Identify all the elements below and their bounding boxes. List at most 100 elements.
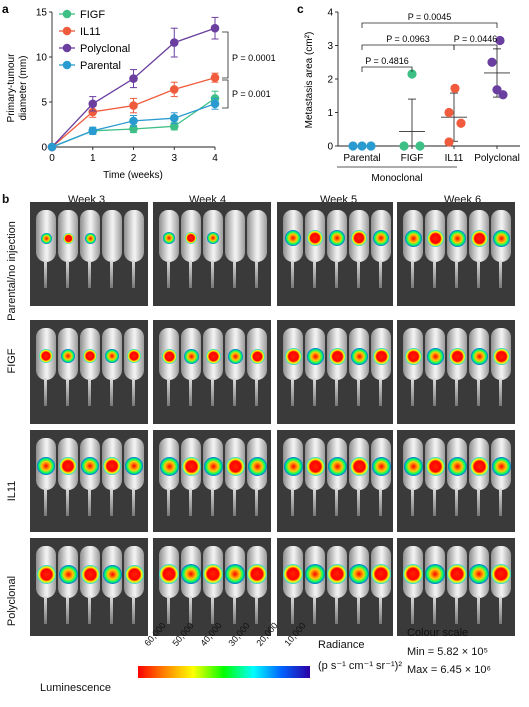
mouse-tail	[88, 488, 91, 516]
mouse-silhouette	[159, 438, 179, 516]
bracket-p-value: P = 0.0963	[386, 34, 430, 44]
luminescence-signal	[227, 348, 243, 364]
mouse-silhouette	[80, 438, 100, 516]
luminescence-signal	[247, 456, 267, 476]
mouse-tail	[433, 260, 436, 288]
colour-scale-max: Max = 6.45 × 10⁶	[407, 664, 492, 676]
mouse-tail	[233, 260, 236, 288]
mouse-silhouette	[349, 438, 369, 516]
mouse-silhouette	[403, 546, 423, 624]
mouse-silhouette	[305, 438, 325, 516]
luminescence-signal	[83, 349, 97, 363]
luminescence-signal	[284, 347, 302, 365]
mouse-tail	[477, 596, 480, 624]
luminescence-signal	[125, 457, 143, 475]
bioluminescence-image	[30, 202, 148, 306]
luminescence-signal	[469, 564, 489, 584]
mouse-tail	[411, 596, 414, 624]
mouse-tail	[477, 260, 480, 288]
bioluminescence-image	[30, 430, 148, 532]
mouse-tail	[455, 596, 458, 624]
mouse-tail	[110, 488, 113, 516]
bracket-p-value: P = 0.0045	[408, 12, 452, 22]
mouse-tail	[357, 596, 360, 624]
mouse-tail	[379, 260, 382, 288]
luminescence-signal	[447, 456, 467, 476]
row-label-polyclonal: Polyclonal	[6, 575, 18, 627]
luminescence-signal	[225, 564, 245, 584]
luminescence-signal	[492, 347, 510, 365]
bioluminescence-image	[153, 430, 271, 532]
mouse-silhouette	[403, 210, 423, 288]
mouse-tail	[66, 260, 69, 288]
luminescence-signal	[102, 564, 122, 584]
mouse-silhouette	[425, 210, 445, 288]
radiance-label: Radiance	[318, 639, 365, 651]
mouse-silhouette	[58, 210, 78, 288]
mouse-tail	[291, 488, 294, 516]
mouse-silhouette	[371, 438, 391, 516]
mouse-silhouette	[247, 328, 267, 406]
mouse-silhouette	[181, 210, 201, 288]
mouse-tail	[44, 596, 47, 624]
mouse-tail	[110, 260, 113, 288]
mouse-tail	[313, 260, 316, 288]
luminescence-signal	[307, 230, 323, 246]
luminescence-signal	[448, 229, 466, 247]
mouse-silhouette	[305, 328, 325, 406]
mouse-silhouette	[447, 328, 467, 406]
mouse-silhouette	[225, 438, 245, 516]
mouse-tail	[189, 488, 192, 516]
y-tick-label: 0	[327, 142, 333, 153]
luminescence-signal	[448, 347, 466, 365]
bracket-p-value: P = 0.0446	[454, 34, 498, 44]
y-axis-label-1: Primary-tumour	[6, 53, 17, 123]
mouse-tail	[132, 260, 135, 288]
bioluminescence-image	[277, 430, 393, 532]
data-point-polyclonal	[487, 57, 497, 67]
mouse-tail	[455, 378, 458, 406]
data-point-parental	[210, 99, 220, 109]
legend-marker	[62, 43, 72, 53]
group-label: Monoclonal	[371, 173, 422, 184]
mouse-tail	[499, 378, 502, 406]
mouse-silhouette	[124, 328, 144, 406]
mouse-tail	[313, 488, 316, 516]
luminescence-signal	[447, 564, 467, 584]
x-tick-label: 2	[131, 153, 137, 164]
mouse-silhouette	[102, 210, 122, 288]
luminescence-signal	[305, 564, 325, 584]
mouse-tail	[132, 488, 135, 516]
luminescence-signal	[249, 348, 265, 364]
data-point-parental	[129, 116, 138, 126]
data-point-parental	[47, 142, 57, 152]
luminescence-signal	[159, 456, 179, 476]
axes: 0 5 10 15 0 1 2 3 4	[36, 8, 218, 165]
mouse-tail	[211, 596, 214, 624]
mouse-tail	[132, 596, 135, 624]
luminescence-signal	[183, 348, 199, 364]
mouse-silhouette	[447, 210, 467, 288]
mouse-tail	[255, 488, 258, 516]
data-point-parental	[366, 141, 376, 151]
radiance-units: (p s⁻¹ cm⁻¹ sr⁻¹)²	[318, 660, 403, 672]
bracket-bottom	[222, 79, 229, 109]
luminescence-signal	[37, 457, 55, 475]
data-point-polyclonal	[169, 38, 179, 47]
mouse-silhouette	[447, 438, 467, 516]
mouse-silhouette	[225, 546, 245, 624]
luminescence-signal	[61, 349, 75, 363]
mouse-silhouette	[80, 328, 100, 406]
mouse-silhouette	[247, 438, 267, 516]
legend: FIGF IL11 Polyclonal Parental	[59, 9, 130, 72]
mouse-tail	[357, 378, 360, 406]
mouse-tail	[379, 596, 382, 624]
mouse-tail	[291, 260, 294, 288]
mouse-silhouette	[102, 438, 122, 516]
mouse-tail	[66, 378, 69, 406]
mouse-tail	[477, 378, 480, 406]
data-point-figf	[399, 141, 409, 151]
mouse-tail	[357, 260, 360, 288]
panel-letter-b: b	[2, 192, 10, 206]
y-tick-label: 10	[36, 53, 48, 64]
